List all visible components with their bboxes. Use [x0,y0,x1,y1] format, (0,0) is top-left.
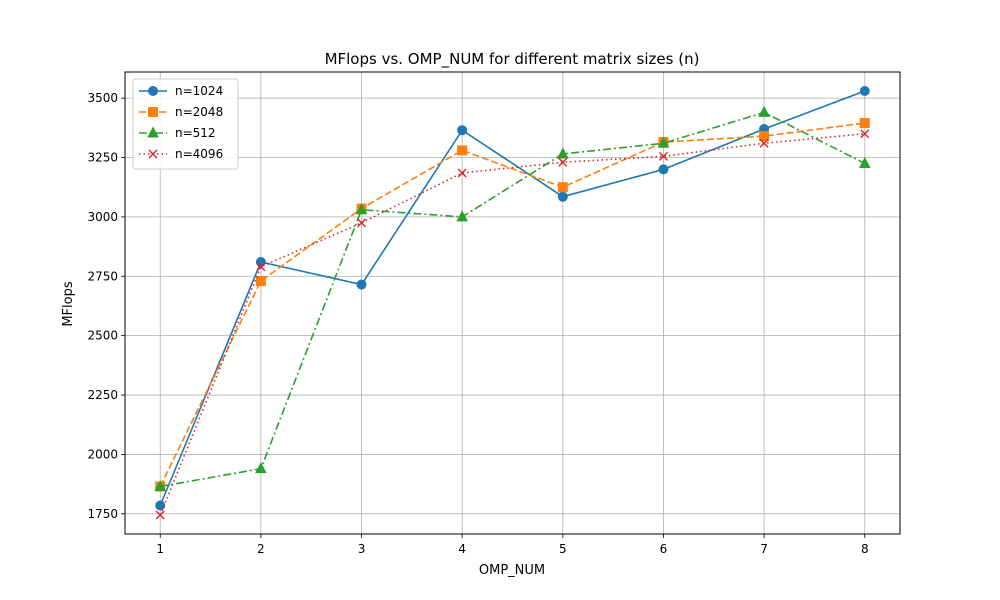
data-point [457,125,468,136]
series-line [159,132,865,516]
legend-label: n=1024 [175,84,223,98]
data-point [759,138,769,148]
data-point [355,203,368,215]
x-marker-stroke [759,138,769,148]
data-point [155,510,165,520]
y-tick-label: 2500 [87,329,118,343]
y-tick-label: 3250 [87,151,118,165]
data-point [256,262,266,272]
y-tick-label: 2000 [87,447,118,461]
y-tick-label: 2750 [87,269,118,283]
legend-marker [148,149,158,159]
x-tick-label: 2 [257,542,265,556]
data-point [154,479,167,491]
x-marker-stroke [558,157,568,167]
x-tick-label: 7 [760,542,768,556]
x-tick-label: 8 [861,542,869,556]
x-tick-label: 6 [660,542,668,556]
legend-entry: n=2048 [139,105,223,119]
series-n=4096 [155,129,870,520]
data-point [657,136,670,148]
y-tick-label: 1750 [87,507,118,521]
data-point [457,145,468,156]
legend-entry: n=512 [139,126,216,140]
data-point [356,279,367,290]
x-marker-stroke [860,129,870,139]
data-point [557,191,568,202]
legend-label: n=512 [175,126,216,140]
series-line [160,111,866,488]
y-tick-label: 3000 [87,210,118,224]
x-tick-label: 4 [458,542,466,556]
legend-box [132,78,239,170]
series-line [159,90,866,506]
data-point [758,105,770,117]
x-marker-stroke [148,149,158,159]
legend-entry: n=4096 [139,147,223,161]
y-tick-label: 2250 [87,388,118,402]
data-point [557,182,568,193]
data-point [860,129,870,139]
x-tick-label: 1 [156,542,164,556]
data-point [658,164,669,175]
legend-label: n=4096 [175,147,223,161]
legend-marker [148,107,158,117]
data-point [357,218,367,228]
legend: n=1024 n=2048 n=512 n=4096 [132,78,239,170]
plot-frame [124,71,901,535]
tick-layer: 1 2 3 4 5 6 7 8 1750 2000 2250 2500 2750 3000 3250 3500 [87,91,868,556]
data-point [859,118,870,129]
data-point [456,210,469,222]
data-point [859,86,870,97]
data-point [558,157,568,167]
legend-marker [147,126,159,138]
series-n=2048 [155,118,870,492]
series-n=512 [154,105,871,491]
series-layer [154,86,871,520]
x-marker-stroke [457,168,467,178]
y-tick-label: 3500 [87,91,118,105]
data-point [255,462,267,474]
chart-title: MFlops vs. OMP_NUM for different matrix … [325,50,700,69]
data-point [457,168,467,178]
x-marker-stroke [658,151,668,161]
grid [125,72,900,534]
legend-label: n=2048 [175,105,223,119]
x-marker-stroke [155,510,165,520]
y-axis-label: MFlops [61,281,76,327]
x-axis-label: OMP_NUM [479,563,545,578]
x-marker-stroke [256,262,266,272]
series-line [159,122,865,487]
data-point [556,147,569,159]
data-point [759,131,770,142]
x-tick-label: 5 [559,542,567,556]
data-point [255,276,266,287]
x-marker-stroke [357,218,367,228]
legend-entry: n=1024 [139,84,223,98]
x-tick-label: 3 [358,542,366,556]
data-point [658,151,668,161]
legend-marker [148,86,158,96]
series-n=1024 [155,86,870,511]
data-point [858,156,871,168]
